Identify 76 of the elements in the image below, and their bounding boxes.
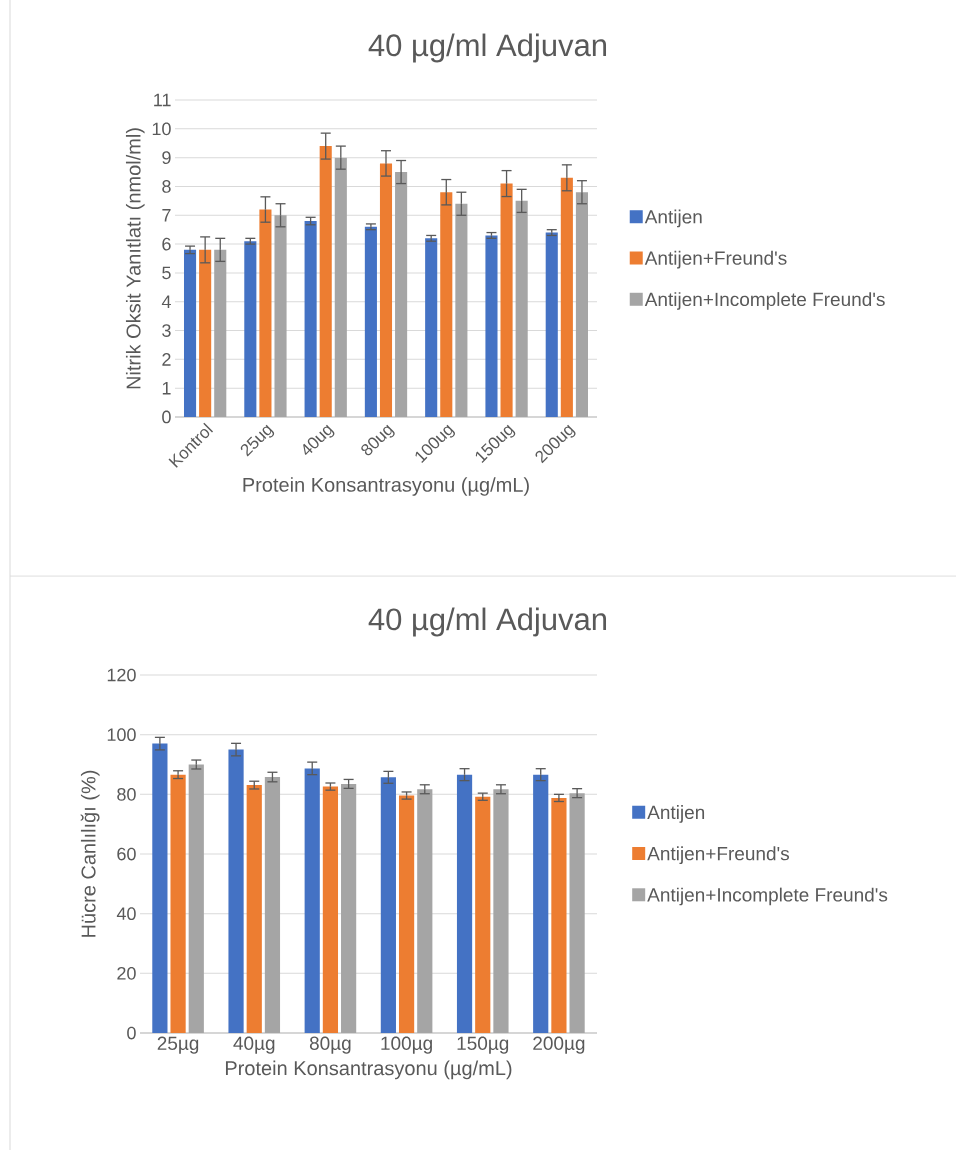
chart-title: 40 µg/ml Adjuvan xyxy=(368,607,607,637)
bar xyxy=(322,786,339,1034)
bar xyxy=(551,797,567,1034)
y-tick-label: 2 xyxy=(162,353,171,366)
bar xyxy=(214,249,227,418)
y-tick-label: 8 xyxy=(162,180,171,193)
legend-label: Antijen+Incomplete Freund's xyxy=(644,292,885,310)
x-tick-label: 150µg xyxy=(457,1036,509,1054)
y-tick-label: 4 xyxy=(161,295,171,308)
y-tick-label: 60 xyxy=(117,847,136,861)
bar xyxy=(455,203,468,418)
bar xyxy=(417,789,433,1034)
y-axis-title: Hücre Canlılığı (%) xyxy=(80,770,100,937)
y-tick-label: 80 xyxy=(117,787,136,801)
x-axis-title: Protein Konsantrasyonu (µg/mL) xyxy=(225,1060,512,1080)
x-axis-title: Protein Konsantrasyonu (µg/mL) xyxy=(243,477,529,496)
bar xyxy=(398,795,415,1034)
bar xyxy=(274,215,287,418)
legend-label: Antijen xyxy=(647,805,705,823)
bar xyxy=(575,192,588,418)
x-tick-label: 40µg xyxy=(233,1036,275,1054)
bar xyxy=(545,232,558,418)
x-tick-label: 100µg xyxy=(381,1036,432,1054)
legend-label: Antijen+Freund's xyxy=(647,846,790,865)
bar xyxy=(364,226,377,418)
y-tick-label: 9 xyxy=(162,151,171,165)
bar xyxy=(152,743,168,1034)
bar xyxy=(380,777,396,1034)
bar xyxy=(259,209,272,418)
y-tick-label: 5 xyxy=(162,266,171,280)
bar xyxy=(264,777,281,1034)
bar xyxy=(500,183,513,418)
bar xyxy=(560,177,573,418)
bar xyxy=(341,783,357,1034)
bar xyxy=(533,774,549,1034)
y-tick-label: 120 xyxy=(107,668,136,682)
legend-label: Antijen+Incomplete Freund's xyxy=(647,887,888,906)
y-tick-label: 100 xyxy=(107,728,136,742)
y-tick-label: 40 xyxy=(116,907,136,921)
x-tick-label: 25µg xyxy=(157,1036,199,1054)
y-tick-label: 20 xyxy=(117,966,136,980)
bar xyxy=(170,774,186,1034)
y-tick-label: 3 xyxy=(162,324,171,337)
chart-title: 40 µg/ml Adjuvan xyxy=(368,33,607,63)
bar xyxy=(493,789,509,1034)
bar xyxy=(246,785,262,1034)
y-tick-label: 0 xyxy=(162,410,171,424)
x-tick-label: 80µg xyxy=(309,1036,351,1054)
y-tick-label: 6 xyxy=(162,237,171,251)
bar xyxy=(244,241,257,418)
bar xyxy=(485,235,498,418)
bar xyxy=(228,749,244,1034)
y-tick-label: 7 xyxy=(162,209,171,222)
bar xyxy=(475,796,491,1034)
y-tick-label: 10 xyxy=(152,122,171,136)
legend-label: Antijen xyxy=(644,209,702,228)
bar xyxy=(395,172,408,418)
legend-label: Antijen+Freund's xyxy=(644,250,787,269)
bar xyxy=(304,221,317,418)
y-tick-label: 0 xyxy=(127,1026,136,1040)
bar xyxy=(183,249,197,418)
bar xyxy=(515,200,528,418)
bar xyxy=(319,146,332,418)
bar xyxy=(569,793,585,1034)
bar xyxy=(188,764,204,1034)
y-tick-label: 11 xyxy=(154,93,171,107)
bar xyxy=(199,249,212,418)
x-tick-label: 200µg xyxy=(533,1036,585,1054)
bar xyxy=(456,774,473,1034)
bar xyxy=(334,157,347,418)
bar xyxy=(425,238,438,418)
bar xyxy=(440,192,453,418)
y-axis-title: Nitrik Oksit Yanıtlatı (nmol/ml) xyxy=(125,128,145,389)
bar xyxy=(379,163,393,418)
bar xyxy=(304,768,320,1034)
y-tick-label: 1 xyxy=(162,381,171,395)
